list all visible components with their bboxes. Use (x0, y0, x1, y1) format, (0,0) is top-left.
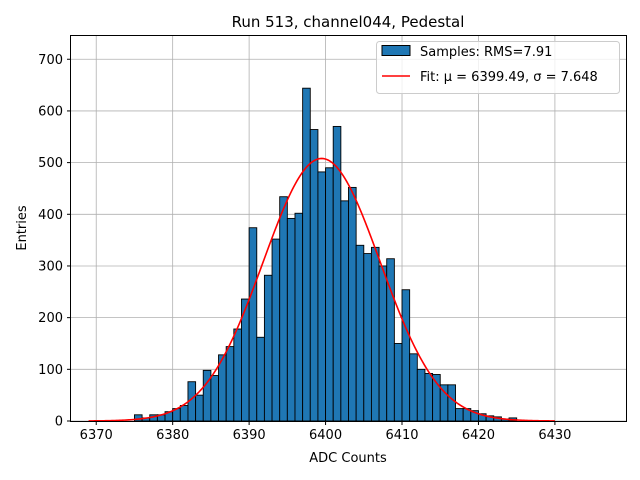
histogram-bar (317, 171, 327, 422)
histogram-bar (263, 274, 273, 422)
chart-title: Run 513, channel044, Pedestal (232, 13, 465, 31)
y-tick-label: 600 (38, 104, 63, 119)
histogram-bar (409, 353, 418, 422)
histogram-bar (424, 373, 434, 422)
y-axis-label: Entries (15, 205, 30, 251)
y-tick-label: 0 (55, 415, 63, 430)
y-tick-label: 400 (38, 208, 63, 223)
legend-histogram-swatch (381, 45, 411, 56)
histogram-bar (279, 196, 288, 422)
x-tick-label: 6370 (80, 428, 113, 443)
histogram-bar (416, 368, 426, 422)
y-tick-label: 500 (38, 156, 63, 171)
histogram-bar (363, 253, 372, 422)
histogram-bar (210, 375, 219, 422)
x-axis-label: ADC Counts (309, 451, 387, 466)
x-tick-label: 6420 (462, 428, 495, 443)
plot-frame (70, 35, 627, 422)
histogram-bar (348, 186, 357, 422)
x-tick-label: 6400 (309, 428, 342, 443)
y-tick-label: 300 (38, 259, 63, 274)
x-tick-label: 6430 (538, 428, 571, 443)
histogram-bar (355, 244, 365, 422)
histogram-bar (340, 200, 349, 422)
x-axis-ticks: 6370 6380 6390 6400 6410 6420 6430 (80, 421, 571, 443)
histogram-bar (393, 343, 403, 422)
histogram-bar (294, 212, 304, 422)
legend-box (376, 41, 620, 94)
histogram-bar (225, 346, 235, 422)
x-tick-label: 6380 (156, 428, 189, 443)
fit-curve (88, 157, 555, 422)
histogram-bar (179, 405, 189, 422)
histogram-bar (271, 238, 281, 422)
histogram-bar (401, 289, 411, 422)
histogram-bar (455, 408, 464, 422)
histogram-bar (447, 384, 456, 422)
x-tick-label: 6390 (233, 428, 266, 443)
histogram-bar (256, 336, 265, 422)
histogram-bar (309, 129, 319, 422)
histogram-bar (378, 265, 388, 422)
histogram-bar (195, 394, 204, 422)
y-tick-label: 200 (38, 311, 63, 326)
histogram-bar (302, 87, 311, 422)
histogram-bar (286, 217, 296, 422)
histogram-bar (370, 246, 380, 422)
legend-fit-label: Fit: μ = 6399.49, σ = 7.648 (420, 70, 598, 85)
y-axis-ticks: 0 100 200 300 400 500 600 700 (38, 53, 71, 430)
histogram-bar (439, 384, 449, 422)
histogram-bar (233, 328, 242, 422)
x-tick-label: 6410 (385, 428, 418, 443)
y-tick-label: 100 (38, 363, 63, 378)
legend: Samples: RMS=7.91 Fit: μ = 6399.49, σ = … (376, 41, 620, 94)
histogram-bar (325, 167, 334, 422)
histogram-bar (248, 227, 258, 422)
y-tick-label: 700 (38, 53, 63, 68)
legend-histogram-label: Samples: RMS=7.91 (420, 45, 552, 60)
